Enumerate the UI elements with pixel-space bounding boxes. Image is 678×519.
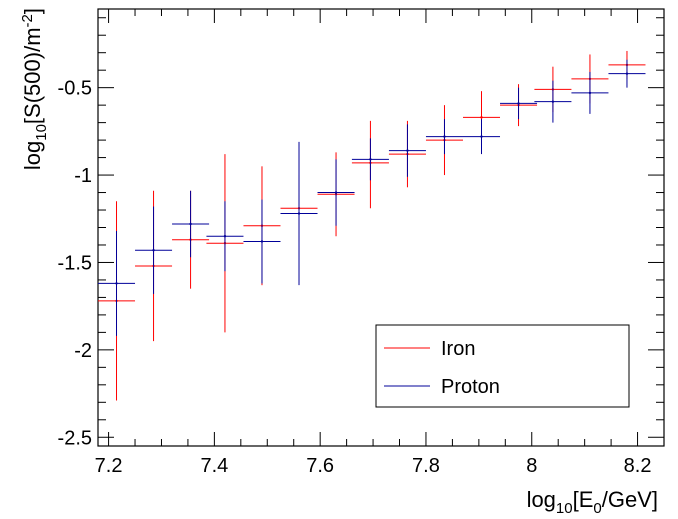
proton-point — [425, 119, 463, 155]
proton-point — [98, 230, 136, 336]
x-tick-label: 8 — [526, 455, 537, 477]
proton-point — [462, 119, 501, 155]
series-proton — [98, 59, 646, 336]
proton-point — [172, 190, 210, 258]
y-tick-label: -1.5 — [58, 252, 92, 274]
iron-marker — [480, 116, 483, 119]
proton-marker — [223, 235, 227, 238]
proton-marker — [517, 102, 520, 105]
y-tick-label: -2 — [74, 340, 92, 362]
proton-marker — [443, 135, 446, 138]
x-title-base: log — [527, 487, 556, 512]
proton-marker — [369, 158, 372, 161]
proton-point — [317, 159, 355, 226]
y-title-sup: -2 — [19, 14, 36, 27]
y-axis-title: log10[S(500)/m-2] — [19, 8, 50, 170]
legend: Iron Proton — [375, 324, 630, 408]
proton-point — [534, 80, 572, 123]
proton-marker — [625, 72, 629, 75]
proton-point — [608, 59, 646, 88]
proton-point — [571, 71, 609, 114]
y-title-base: log — [20, 141, 45, 170]
proton-marker — [588, 91, 592, 95]
proton-point — [351, 138, 389, 181]
proton-point — [388, 124, 426, 177]
y-title-sub: 10 — [33, 124, 50, 141]
proton-marker — [406, 149, 409, 152]
y-tick-label: -0.5 — [58, 78, 92, 100]
legend-box — [375, 324, 630, 408]
proton-point — [135, 206, 173, 294]
proton-marker — [551, 100, 555, 103]
proton-point — [206, 201, 244, 272]
axes: 7.2 7.4 7.6 7.8 8 8.2 -0.5 -1 -1.5 -2 -2.5 — [58, 9, 665, 477]
x-axis-title: log10[E0/GeV] — [527, 487, 658, 517]
proton-marker — [260, 240, 264, 243]
y-title-tail: ] — [20, 8, 45, 14]
proton-point — [500, 87, 538, 120]
x-tick-label: 7.6 — [306, 455, 334, 477]
proton-marker — [297, 212, 301, 215]
series-layer — [98, 50, 646, 401]
x-tick-label: 8.2 — [624, 455, 652, 477]
proton-marker — [480, 135, 483, 138]
proton-marker — [152, 249, 155, 252]
x-title-main: [E — [573, 487, 594, 512]
x-title-sub: 10 — [556, 500, 573, 517]
x-tick-label: 7.4 — [200, 455, 228, 477]
x-tick-label: 7.2 — [95, 455, 123, 477]
y-tick-label: -1 — [74, 165, 92, 187]
legend-iron-label: Iron — [441, 338, 475, 360]
x-title-sub2: 0 — [593, 500, 601, 517]
legend-entry-iron: Iron — [384, 338, 475, 360]
proton-point — [243, 199, 281, 284]
proton-point — [280, 141, 318, 286]
x-title-tail: /GeV] — [602, 487, 658, 512]
legend-proton-label: Proton — [441, 376, 500, 398]
y-title-main: [S(500)/m — [20, 27, 45, 124]
proton-marker — [189, 222, 192, 226]
proton-marker — [334, 191, 338, 194]
x-tick-label: 7.8 — [412, 455, 440, 477]
proton-marker — [115, 282, 118, 285]
y-tick-label: -2.5 — [58, 427, 92, 449]
legend-entry-proton: Proton — [384, 376, 500, 398]
